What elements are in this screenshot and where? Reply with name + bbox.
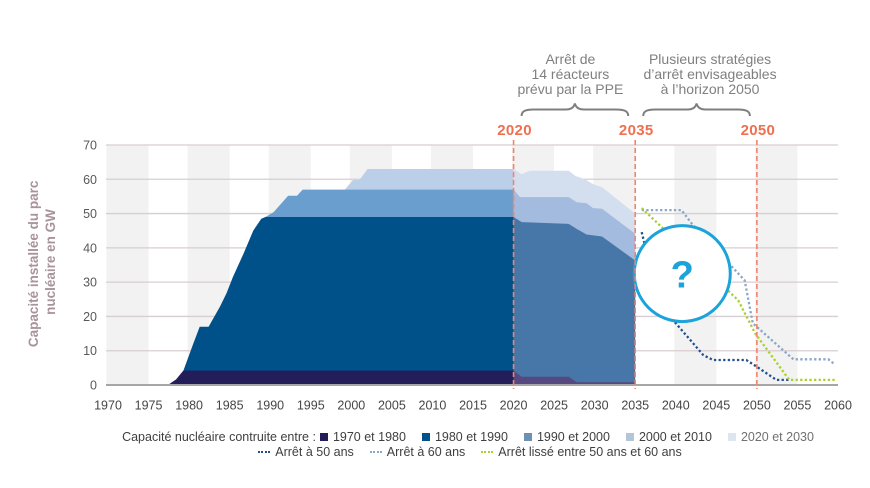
period-annotation-text: Plusieurs stratégies	[649, 51, 771, 67]
dotted-line-swatch	[258, 451, 271, 453]
question-annotation: ?	[632, 224, 732, 324]
y-tick-label: 20	[83, 310, 97, 324]
legend-item-arret-60: Arrêt à 60 ans	[369, 445, 466, 459]
x-tick-label: 2035	[621, 399, 649, 413]
y-tick-label: 30	[83, 276, 97, 290]
legend-item-arret-50: Arrêt à 50 ans	[258, 445, 354, 459]
question-mark-icon: ?	[671, 255, 694, 297]
question-circle	[632, 224, 732, 324]
scenario-line-arret-a-60-ans	[641, 208, 836, 366]
period-brace	[642, 103, 751, 117]
legend-label: Arrêt à 50 ans	[275, 445, 354, 459]
legend-label: 1970 et 1980	[332, 430, 406, 444]
legend-swatch	[625, 433, 634, 441]
scenario-line-arret-lisse-entre-50-ans-et-60-ans	[640, 207, 835, 382]
dotted-line-swatch	[481, 451, 494, 453]
x-tick-label: 2010	[419, 399, 447, 413]
legend-swatch	[523, 433, 532, 441]
x-tick-label: 2060	[824, 399, 852, 413]
period-annotation-text: 14 réacteurs	[531, 66, 609, 82]
y-tick-label: 10	[83, 344, 97, 358]
period-annotation-text: Arrêt de	[545, 51, 595, 67]
legend-swatch	[421, 433, 430, 441]
y-tick-labels: 0 10 20 30 40 50 60 70	[83, 139, 97, 393]
legend-label: Arrêt à 60 ans	[386, 445, 466, 459]
scenario-lines	[640, 207, 836, 382]
y-tick-label: 70	[83, 139, 97, 153]
x-tick-label: 2040	[662, 399, 690, 413]
legend-row-scenarios: Arrêt à 50 ans Arrêt à 60 ans Arrêt liss…	[100, 445, 836, 459]
y-tick-label: 40	[83, 241, 97, 255]
y-axis-label: Capacité installée du parc nucléaire en …	[26, 177, 58, 347]
y-tick-label: 0	[90, 379, 97, 393]
y-axis-label-line-1: Capacité installée du parc	[26, 180, 41, 347]
marker-label-2020: 2020	[497, 122, 532, 139]
period-annotation-text: prévu par la PPE	[517, 81, 623, 97]
legend: Capacité nucléaire contruite entre : 197…	[100, 430, 836, 459]
x-tick-labels: 1970 1975 1980 1985 1990 1995 2000 2005 2010 2015…	[94, 399, 852, 413]
x-tick-label: 1980	[175, 399, 203, 413]
y-tick-label: 50	[83, 207, 97, 221]
area-1980-et-1990-projection	[513, 217, 636, 385]
stacked-areas	[108, 169, 636, 385]
legend-item-1970-1980: 1970 et 1980	[319, 430, 406, 444]
legend-title: Capacité nucléaire contruite entre :	[122, 430, 316, 444]
x-tick-label: 1970	[94, 399, 122, 413]
y-tick-label: 60	[83, 173, 97, 187]
period-annotation-text: d’arrêt envisageables	[644, 66, 777, 82]
x-tick-label: 2045	[702, 399, 730, 413]
x-tick-label: 2025	[540, 399, 568, 413]
background-band	[755, 145, 798, 385]
x-tick-label: 2030	[581, 399, 609, 413]
legend-label: 2020 et 2030	[740, 430, 814, 444]
x-tick-label: 1995	[297, 399, 325, 413]
x-tick-label: 2015	[459, 399, 487, 413]
marker-label-2050: 2050	[741, 122, 776, 139]
x-tick-label: 2055	[784, 399, 812, 413]
legend-swatch	[727, 433, 736, 441]
x-tick-label: 2000	[337, 399, 365, 413]
x-tick-label: 1975	[135, 399, 163, 413]
area-1970-et-1980-projection	[513, 370, 636, 385]
legend-label: 1990 et 2000	[536, 430, 610, 444]
year-markers: 2020 2035 2050	[497, 122, 775, 389]
x-tick-label: 2020	[500, 399, 528, 413]
period-brace	[520, 103, 630, 117]
background-band	[106, 145, 149, 385]
legend-label: 1980 et 1990	[434, 430, 508, 444]
area-1980-et-1990-historical	[108, 217, 514, 385]
marker-label-2035: 2035	[619, 122, 654, 139]
x-tick-label: 2050	[743, 399, 771, 413]
x-tick-label: 1985	[216, 399, 244, 413]
legend-label: Arrêt lissé entre 50 ans et 60 ans	[498, 445, 682, 459]
legend-item-1990-2000: 1990 et 2000	[523, 430, 610, 444]
legend-item-arret-lisse: Arrêt lissé entre 50 ans et 60 ans	[481, 445, 682, 459]
legend-swatch	[319, 433, 328, 441]
x-tick-label: 1990	[256, 399, 284, 413]
legend-item-1980-1990: 1980 et 1990	[421, 430, 508, 444]
legend-row-capacity: Capacité nucléaire contruite entre : 197…	[100, 430, 836, 444]
scenario-line-arret-a-50-ans	[640, 231, 790, 382]
y-axis-label-line-2: nucléaire en GW	[43, 209, 58, 315]
period-annotation-text: à l’horizon 2050	[661, 81, 760, 97]
dotted-line-swatch	[369, 451, 382, 453]
legend-label: 2000 et 2010	[638, 430, 712, 444]
legend-item-2020-2030: 2020 et 2030	[727, 430, 814, 444]
x-tick-label: 2005	[378, 399, 406, 413]
area-1970-et-1980-historical	[108, 370, 514, 385]
legend-item-2000-2010: 2000 et 2010	[625, 430, 712, 444]
